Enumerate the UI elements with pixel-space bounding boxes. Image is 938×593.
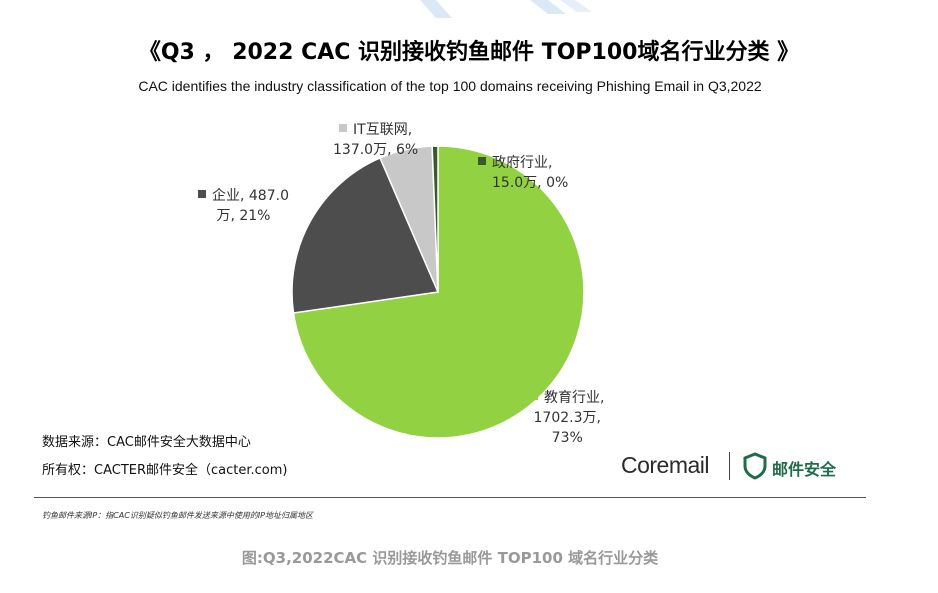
legend-swatch [478, 157, 486, 165]
top-decoration [420, 0, 592, 18]
brand-email-security: 邮件安全 [772, 460, 837, 479]
slice-label-enterprise: 企业, 487.0 万, 21% [198, 186, 289, 226]
divider-line [34, 497, 866, 498]
slice-label-education: 教育行业, 1702.3万, 73% [530, 388, 604, 448]
figure-caption: 图:Q3,2022CAC 识别接收钓鱼邮件 TOP100 域名行业分类 [241, 549, 659, 567]
copyright: 所有权：CACTER邮件安全（cacter.com) [42, 463, 288, 478]
shield-icon [743, 452, 767, 480]
data-source: 数据来源：CAC邮件安全大数据中心 [42, 435, 251, 450]
legend-swatch [339, 124, 348, 132]
slice-label-it-internet: IT互联网, 137.0万, 6% [333, 122, 419, 158]
chart-subtitle: CAC identifies the industry classificati… [138, 78, 762, 94]
chart-title: 《Q3 ， 2022 CAC 识别接收钓鱼邮件 TOP100域名行业分类 》 [138, 40, 800, 65]
coremail-logo: Coremail [621, 452, 710, 478]
slice-label-government: 政府行业, 15.0万, 0% [478, 153, 568, 193]
legend-swatch [530, 392, 538, 400]
pie-slice-government [431, 145, 439, 293]
pie-slice-enterprise [291, 156, 440, 314]
brand-divider [729, 452, 730, 480]
legend-swatch [198, 190, 206, 198]
pie-chart [291, 145, 585, 439]
footnote: 钓鱼邮件来源IP：指CAC识别疑似钓鱼邮件发送来源中使用的IP地址归属地区 [42, 511, 314, 520]
